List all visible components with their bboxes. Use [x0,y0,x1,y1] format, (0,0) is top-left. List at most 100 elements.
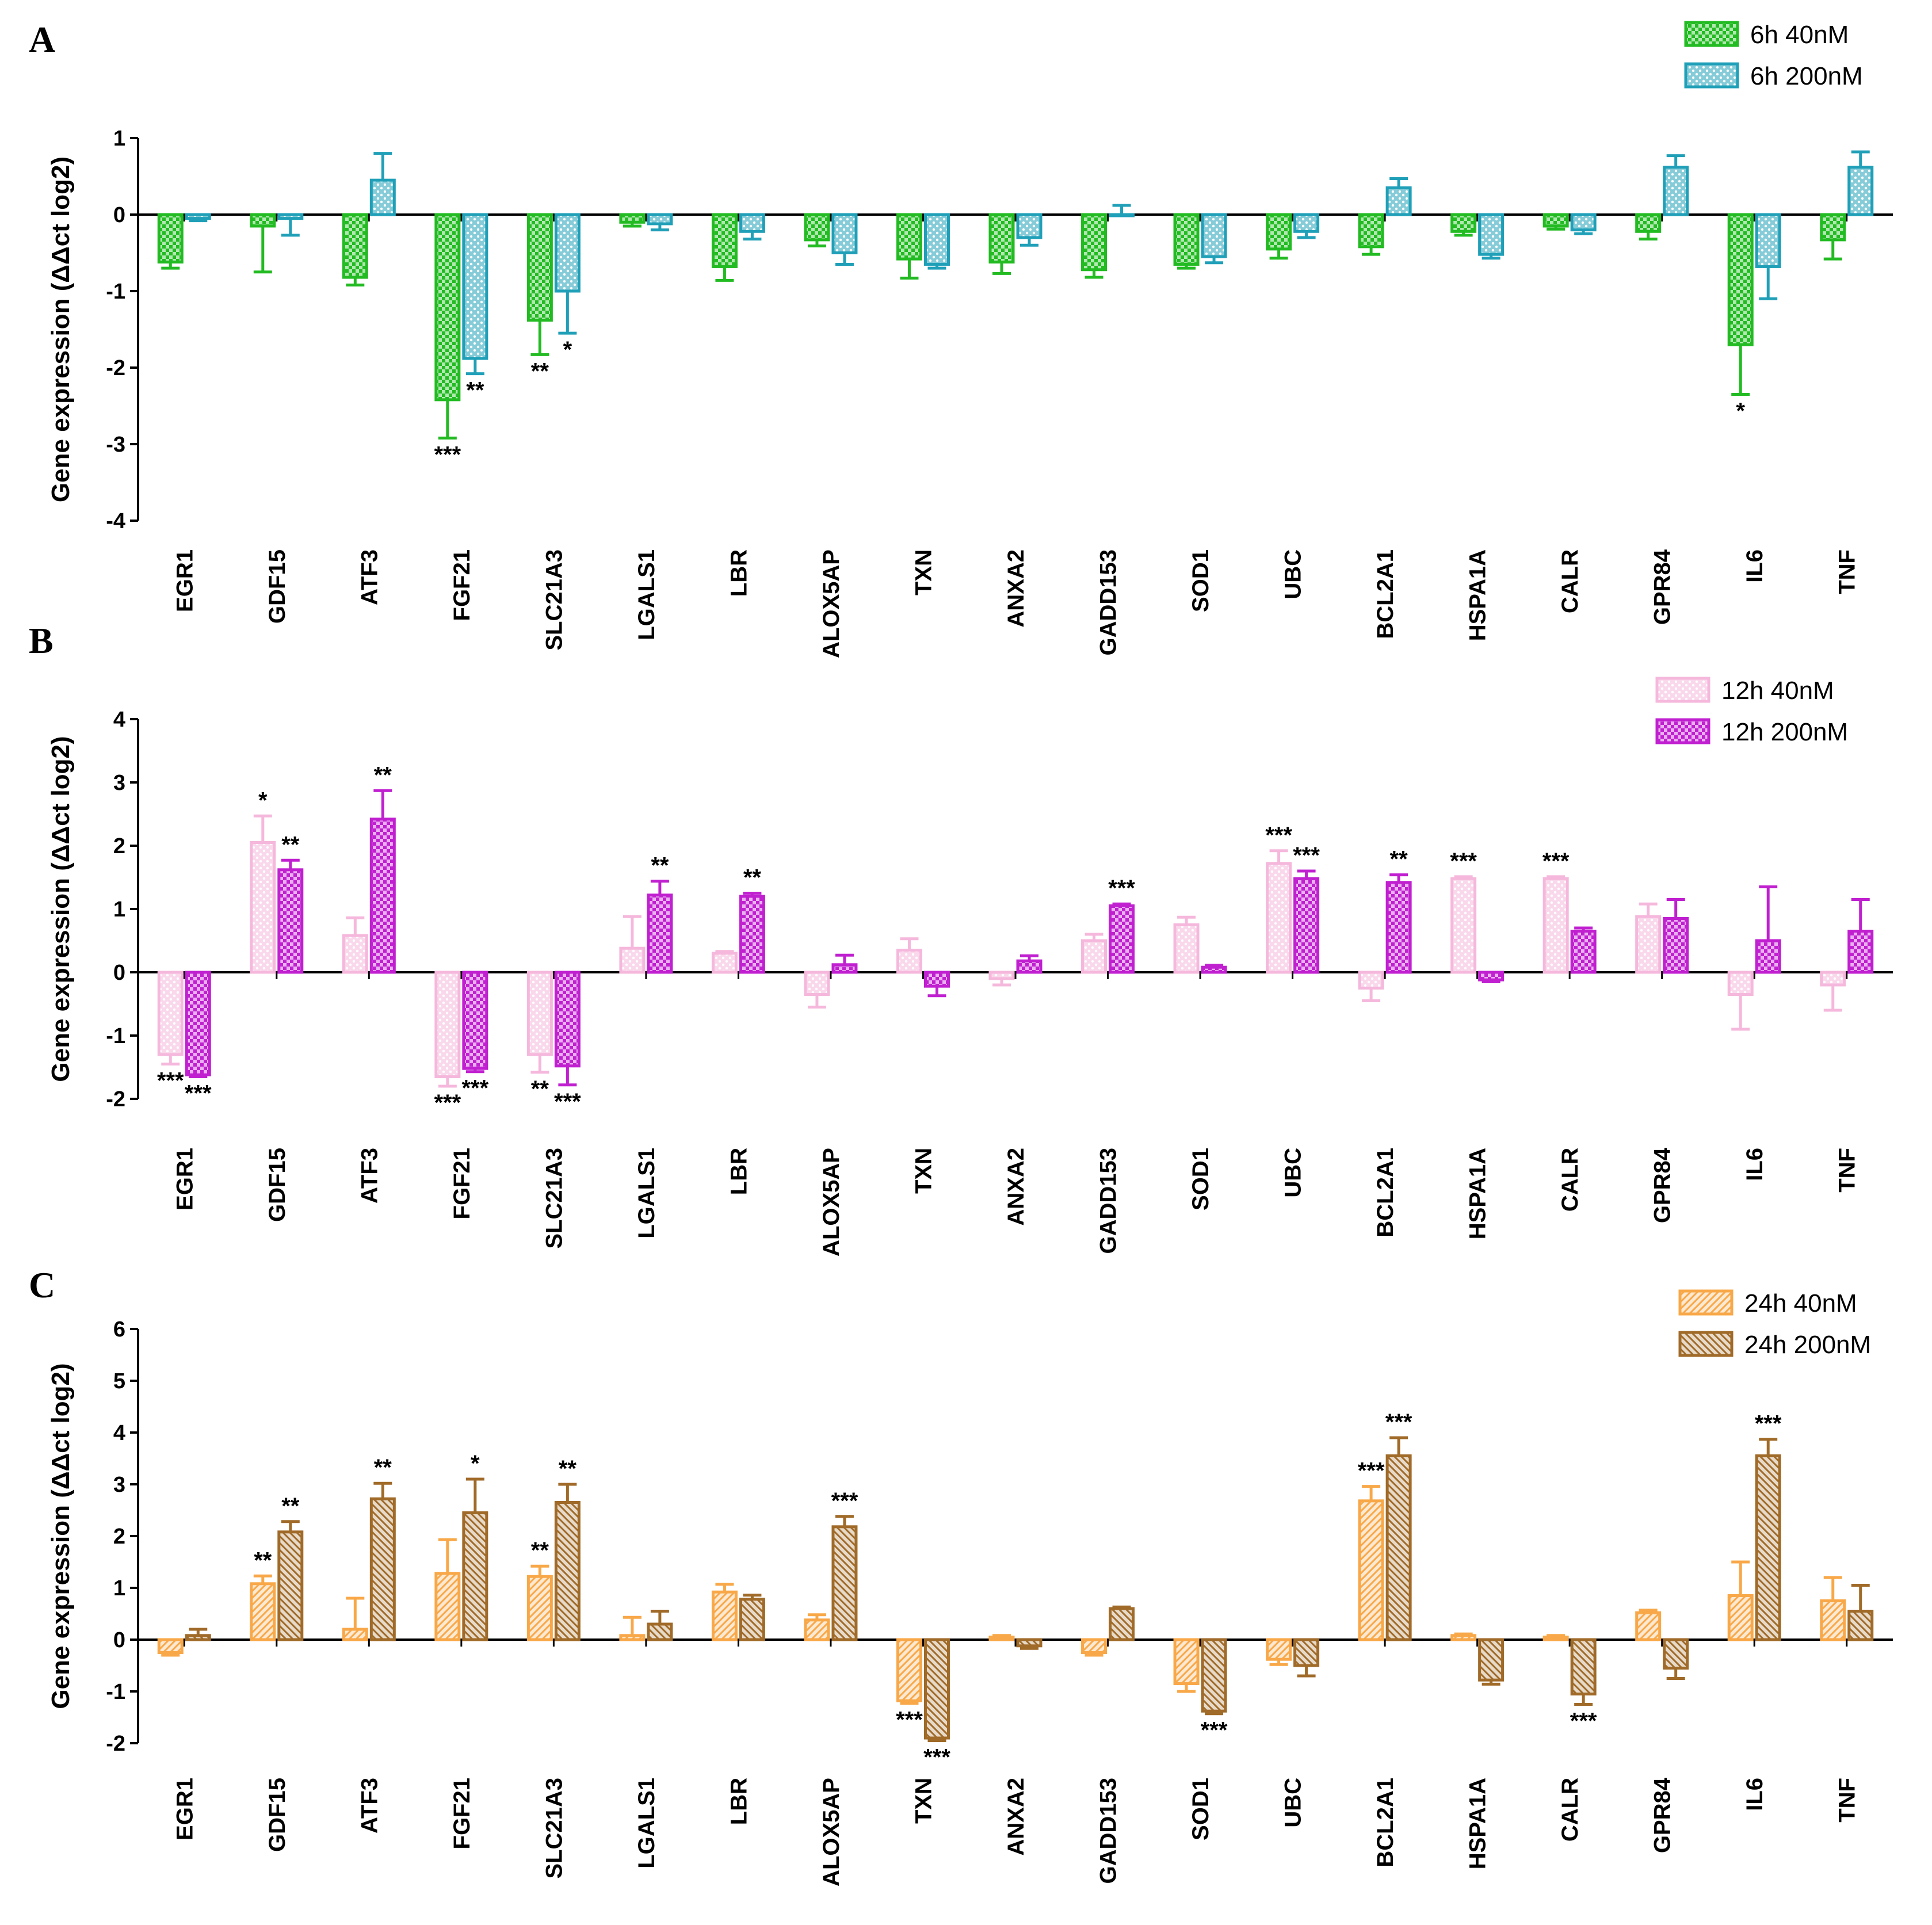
significance-label: *** [434,442,461,467]
bar [988,213,1015,263]
bar [462,1511,488,1641]
x-category-label: GDF15 [265,1148,290,1222]
bar [1663,1638,1689,1670]
x-category-label: UBC [1281,1148,1306,1198]
bar [647,213,673,226]
legend-swatch [1684,62,1739,89]
legend-label: 12h 200nM [1721,718,1848,746]
x-category-label: HSPA1A [1465,1148,1491,1239]
legend-label: 24h 40nM [1744,1289,1857,1317]
significance-label: *** [185,1081,212,1106]
bar [1293,213,1320,233]
significance-label: ** [254,1548,272,1573]
significance-label: ** [1390,847,1408,872]
significance-label: *** [923,1745,950,1770]
x-category-label: GPR84 [1650,549,1675,625]
bar [923,971,950,988]
bar [1450,877,1477,974]
bar [896,213,922,261]
x-category-label: ATF3 [357,1778,382,1834]
x-category-label: SOD1 [1188,1778,1213,1840]
bar [185,971,211,1076]
bar [1173,923,1200,974]
legend-label: 6h 200nM [1750,62,1863,90]
x-category-label: LBR [726,549,751,597]
bar [619,213,646,224]
y-tick-label: 6 [113,1317,125,1342]
x-category-label: IL6 [1742,1148,1767,1181]
bar [1663,917,1689,974]
x-category-label: LGALS1 [634,1778,659,1869]
y-tick-label: -3 [106,433,125,457]
bar [1820,971,1846,987]
bar [185,1634,211,1641]
y-tick-label: 3 [113,771,125,795]
bar [277,213,304,220]
significance-label: ** [743,865,762,891]
bar [1266,862,1292,974]
x-category-label: BCL2A1 [1373,549,1398,639]
bar [157,971,184,1056]
bar [1293,1638,1320,1667]
y-tick-label: -1 [106,1024,125,1048]
bar [1847,930,1874,974]
bar [277,1530,304,1641]
bar [1635,1611,1662,1641]
legend-label: 6h 40nM [1750,21,1849,49]
significance-label: ** [466,378,484,403]
bar [896,949,922,974]
bar [1727,1594,1754,1641]
bar [1358,213,1384,249]
bar [1173,1638,1200,1685]
bar [619,1634,646,1641]
panel-letter: C [29,1265,55,1305]
bar [1478,971,1505,981]
bar [1358,971,1384,990]
bar [1727,213,1754,346]
bar [1570,930,1597,974]
bar [369,178,396,216]
bar [804,213,830,242]
bar [988,1636,1015,1641]
significance-label: ** [531,1538,549,1563]
bar [1663,166,1689,216]
significance-label: *** [1358,1458,1385,1484]
bar [988,971,1015,980]
x-category-label: SLC21A3 [541,549,567,651]
x-category-label: GDF15 [265,1778,290,1852]
bar [342,213,368,279]
y-tick-label: 1 [113,1576,125,1601]
bar [1016,213,1043,239]
bar [369,818,396,974]
bar [1570,1638,1597,1695]
x-category-label: SLC21A3 [541,1148,567,1249]
x-category-label: TNF [1835,1778,1860,1823]
significance-label: ** [374,762,392,788]
y-tick-label: 0 [113,1628,125,1652]
bar [1847,1610,1874,1641]
significance-label: ** [531,358,549,384]
significance-label: ** [281,1494,300,1519]
bar [250,213,276,228]
legend-swatch [1655,677,1710,703]
x-category-label: IL6 [1742,1778,1767,1811]
y-tick-label: 3 [113,1473,125,1497]
significance-label: ** [281,832,300,857]
significance-label: ** [651,853,669,879]
significance-label: ** [531,1076,549,1102]
bar [1081,213,1108,272]
bar [157,1638,184,1654]
bar [711,1590,738,1641]
significance-label: * [258,788,268,813]
bar [1385,1454,1412,1641]
bar [462,971,488,1070]
x-category-label: BCL2A1 [1373,1778,1398,1867]
x-category-label: TNF [1835,1148,1860,1193]
bar [923,1638,950,1740]
bar [1570,213,1597,232]
x-category-label: EGR1 [172,1148,197,1210]
bar [923,213,950,266]
y-tick-label: 4 [113,708,125,732]
bar [1635,213,1662,233]
